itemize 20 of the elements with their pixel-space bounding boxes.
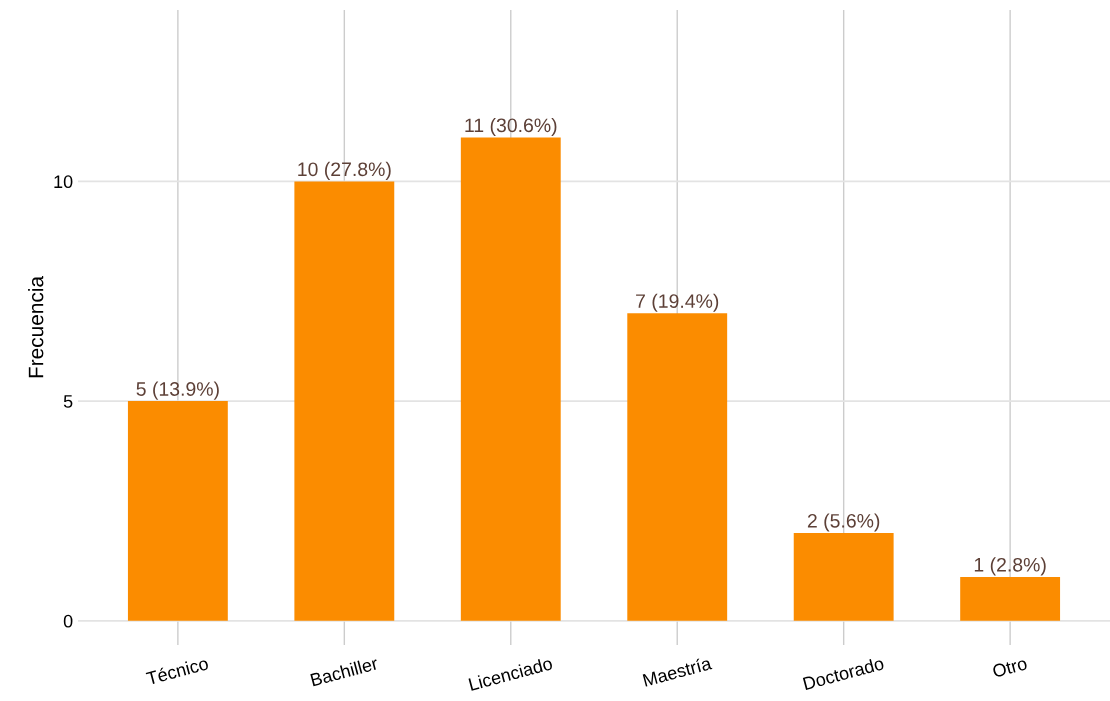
- x-tick-label: Maestría: [642, 655, 713, 687]
- bar: [127, 401, 228, 621]
- bar: [793, 532, 894, 621]
- y-tick-label: 0: [63, 614, 73, 628]
- data-label: 2 (5.6%): [807, 513, 880, 532]
- data-label: 7 (19.4%): [636, 293, 719, 312]
- x-tick-label: Técnico: [145, 656, 209, 686]
- bar: [294, 181, 395, 621]
- y-axis-title: Frecuencia: [28, 275, 44, 378]
- x-tick-label: Otro: [991, 656, 1028, 678]
- bar: [960, 576, 1061, 621]
- data-label: 10 (27.8%): [298, 161, 391, 180]
- y-tick-label: 10: [54, 175, 73, 189]
- data-label: 1 (2.8%): [974, 557, 1046, 576]
- bar: [460, 137, 561, 621]
- data-label: 5 (13.9%): [136, 381, 219, 400]
- x-tick-label: Bachiller: [310, 656, 379, 687]
- bar: [627, 313, 728, 621]
- data-label: 11 (30.6%): [465, 117, 557, 137]
- y-tick-label: 5: [63, 395, 73, 408]
